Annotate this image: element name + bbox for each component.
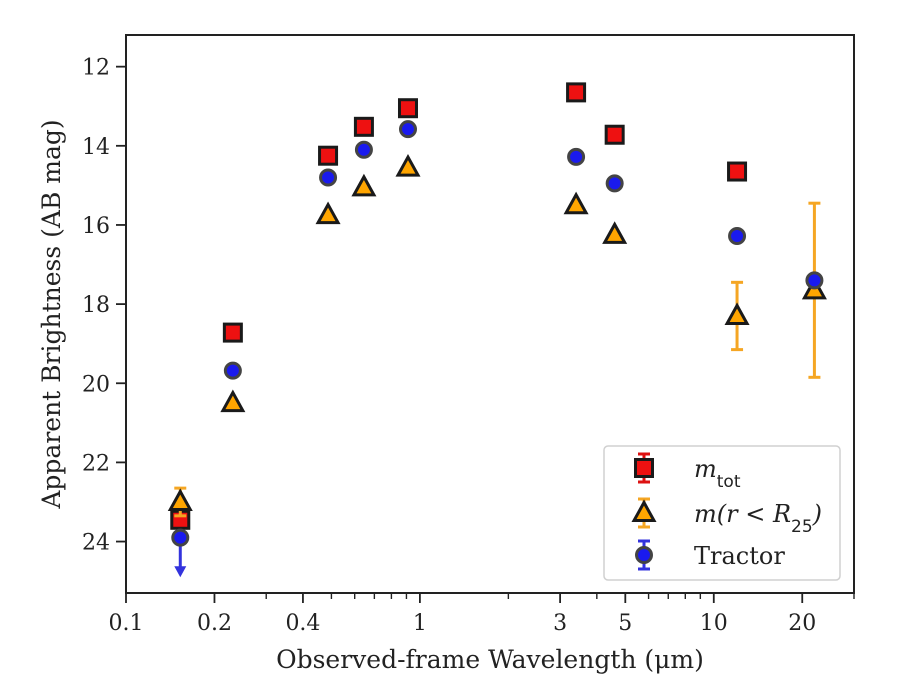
circle-marker [354, 140, 373, 159]
legend-label: Tractor [694, 542, 785, 570]
square-marker [318, 145, 339, 166]
y-tick-label: 22 [82, 451, 110, 476]
circle-marker [728, 227, 747, 246]
x-tick-label: 20 [788, 611, 816, 636]
circle-marker [605, 174, 624, 193]
triangle-marker [395, 153, 421, 177]
triangle-marker [351, 173, 377, 197]
legend: mtot m(r < R25) Tractor [603, 445, 841, 581]
y-tick-label: 18 [82, 293, 110, 318]
x-axis-ticks: 0.1 0.2 0.4 1 3 5 10 20 [109, 593, 855, 636]
legend-entry: Tractor [635, 539, 785, 571]
x-tick-label: 0.4 [285, 611, 320, 636]
data-points [167, 82, 827, 578]
square-marker [727, 161, 748, 182]
y-axis-label: Apparent Brightness (AB mag) [37, 119, 66, 509]
legend-label: mtot [694, 455, 741, 492]
square-marker [353, 116, 374, 137]
triangle-marker [563, 191, 589, 215]
legend-box [603, 445, 841, 581]
x-tick-label: 1 [413, 611, 427, 636]
x-tick-label: 0.1 [109, 611, 144, 636]
square-marker [566, 82, 587, 103]
x-tick-label: 10 [700, 611, 728, 636]
x-axis-label: Observed-frame Wavelength (μm) [276, 645, 704, 674]
circle-marker [171, 528, 190, 547]
y-tick-label: 16 [82, 214, 110, 239]
legend-triangle-marker [631, 499, 657, 523]
circle-marker [319, 168, 338, 187]
circle-marker [805, 271, 824, 290]
triangle-marker [602, 221, 628, 244]
circle-marker [398, 120, 417, 139]
triangle-marker [220, 389, 246, 413]
y-axis-ticks: 12 14 16 18 20 22 24 [82, 56, 126, 556]
legend-label: m(r < R25) [694, 500, 822, 537]
y-tick-label: 20 [82, 372, 110, 397]
square-marker [397, 98, 418, 119]
y-tick-label: 12 [82, 56, 110, 81]
triangle-marker [315, 201, 341, 225]
y-tick-label: 14 [82, 135, 110, 160]
legend-entry: mtot [634, 452, 741, 492]
y-tick-label: 24 [82, 531, 110, 556]
plot-frame [125, 34, 855, 594]
circle-marker [567, 147, 586, 166]
circle-marker [223, 361, 242, 380]
triangle-marker [724, 302, 750, 326]
legend-square-marker [634, 458, 654, 478]
x-tick-label: 0.2 [197, 611, 232, 636]
triangle-marker [167, 488, 193, 512]
x-tick-label: 3 [553, 611, 567, 636]
legend-entry: m(r < R25) [631, 497, 822, 537]
legend-circle-marker [635, 546, 653, 564]
square-marker [222, 322, 243, 343]
square-marker [604, 124, 625, 145]
x-tick-label: 5 [618, 611, 632, 636]
